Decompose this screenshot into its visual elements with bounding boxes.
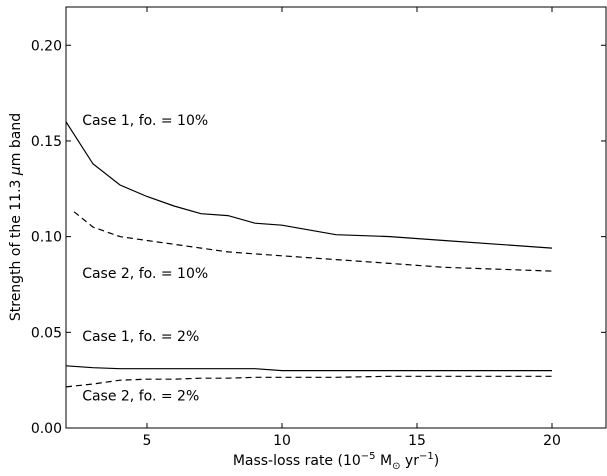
plot-frame	[65, 6, 607, 429]
y-axis-label-pre: Strength of the 11.3	[8, 175, 24, 321]
annotation-label-4: Case 2, fo. = 2%	[82, 388, 199, 404]
annotation-label-2: Case 2, fo. = 10%	[82, 266, 208, 282]
x-tick-label: 10	[273, 433, 291, 449]
x-axis-label-mid: M	[376, 453, 393, 469]
y-tick-label: 0.05	[31, 325, 62, 341]
series-line-1	[65, 121, 553, 249]
x-axis-label: Mass-loss rate (10−5 M⊙ yr−1)	[233, 451, 439, 472]
ticks-layer: 5 10 15 20 0.00 0.05 0.10 0.15 0.20	[31, 7, 606, 449]
x-tick-label: 15	[408, 433, 426, 449]
annotation-label-1: Case 1, fo. = 10%	[82, 113, 208, 129]
x-tick-label: 20	[543, 433, 561, 449]
x-axis-label-exp2: −1	[419, 451, 434, 462]
x-axis-label-sun: ⊙	[392, 461, 400, 472]
x-tick-label: 5	[143, 433, 152, 449]
series-line-4	[65, 375, 552, 388]
y-tick-label: 0.00	[31, 421, 62, 437]
y-tick-label: 0.15	[31, 134, 62, 150]
series-line-3	[65, 365, 552, 372]
x-axis-label-close: )	[434, 453, 439, 469]
y-axis-label-mu: μ	[8, 166, 24, 176]
y-tick-label: 0.20	[31, 38, 62, 54]
annotation-label-3: Case 1, fo. = 2%	[82, 329, 199, 345]
annotations-layer: Case 1, fo. = 10% Case 2, fo. = 10% Case 1…	[82, 113, 208, 405]
x-axis-label-yr: yr	[400, 453, 419, 469]
x-axis-label-main: Mass-loss rate (10	[233, 453, 361, 469]
series-layer	[65, 121, 553, 388]
series-line-2	[73, 211, 553, 272]
x-axis-label-exp1: −5	[361, 451, 376, 462]
y-axis-label-post: m band	[8, 113, 24, 166]
y-axis-label: Strength of the 11.3 μm band	[8, 113, 24, 321]
y-tick-label: 0.10	[31, 230, 62, 246]
